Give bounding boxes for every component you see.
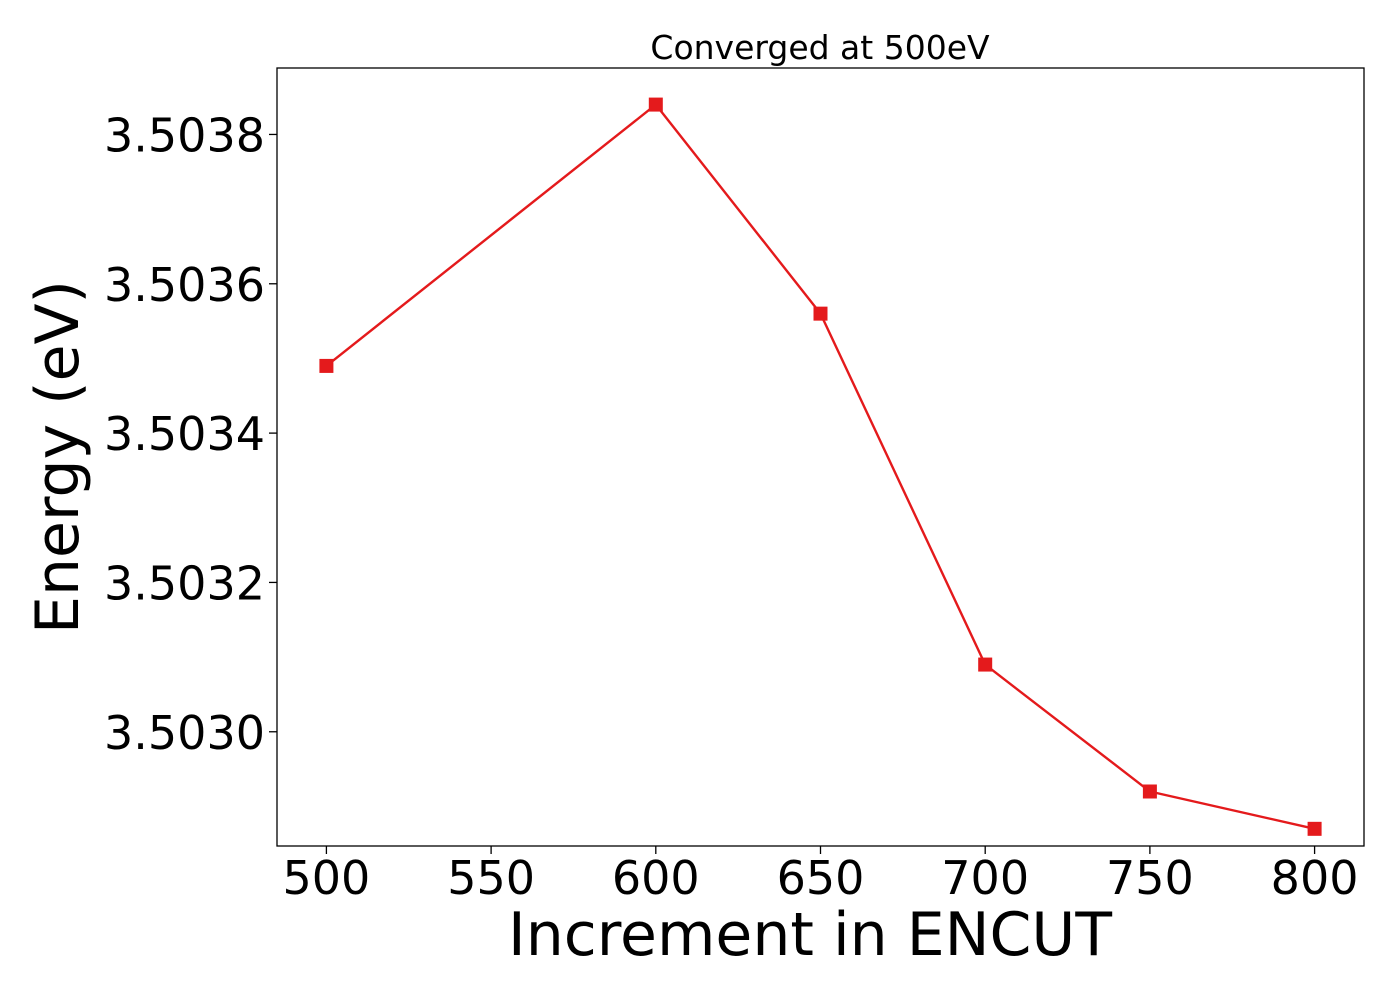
x-tick-label: 600: [612, 851, 700, 905]
x-tick-label: 650: [777, 851, 865, 905]
series-line: [325, 103, 1315, 830]
data-point-marker: [978, 657, 993, 672]
x-tick-label: 550: [447, 851, 535, 905]
plot-frame: [276, 67, 1365, 847]
data-point-marker: [319, 358, 334, 373]
x-axis: 500 550 600 650 700 750 800: [283, 846, 1359, 905]
y-tick-label: 3.5038: [104, 108, 265, 162]
chart-title: Converged at 500eV: [650, 28, 990, 67]
data-point-marker: [648, 97, 663, 112]
y-tick-label: 3.5032: [104, 556, 265, 610]
x-tick-label: 500: [283, 851, 371, 905]
plot-area: [319, 97, 1322, 836]
y-tick-label: 3.5034: [104, 407, 265, 461]
data-point-marker: [1307, 821, 1322, 836]
x-axis-label: Increment in ENCUT: [508, 900, 1112, 970]
y-tick-label: 3.5030: [104, 706, 265, 760]
data-point-marker: [1142, 784, 1157, 799]
x-tick-label: 700: [941, 851, 1029, 905]
data-point-marker: [813, 306, 828, 321]
y-axis-label: Energy (eV): [23, 280, 93, 634]
x-tick-label: 800: [1271, 851, 1359, 905]
y-tick-label: 3.5036: [104, 258, 265, 312]
x-tick-label: 750: [1106, 851, 1194, 905]
y-axis: 3.5030 3.5032 3.5034 3.5036 3.5038: [104, 108, 277, 760]
